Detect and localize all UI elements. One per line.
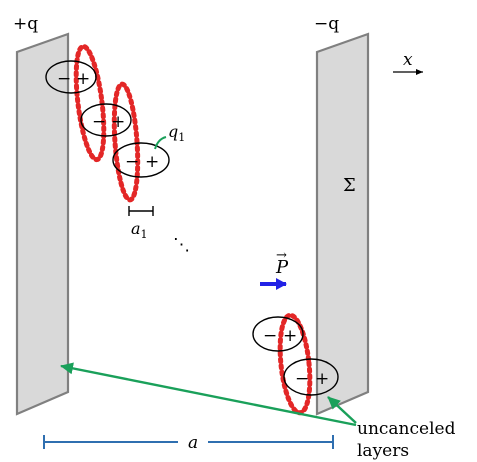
dotted-layer: [111, 81, 141, 203]
charge-pointer: [154, 136, 167, 150]
svg-text:+: +: [111, 112, 125, 132]
left-plate-charge-label: +q: [13, 14, 38, 34]
dipole: − +: [80, 103, 132, 137]
svg-text:−: −: [92, 112, 106, 132]
svg-text:−: −: [263, 326, 277, 346]
svg-text:+: +: [315, 369, 329, 389]
annotation-label-line2: layers: [357, 441, 409, 461]
distance-label: a: [188, 433, 198, 453]
dotted-layer: [73, 43, 107, 163]
right-plate-charge-label: −q: [314, 14, 339, 34]
left-plate: [15, 32, 70, 416]
spacing-label: a1: [131, 219, 148, 241]
polarization-label-arrow: →: [276, 248, 287, 263]
svg-text:+: +: [145, 152, 159, 172]
svg-text:−: −: [125, 152, 139, 172]
svg-text:+: +: [76, 69, 90, 89]
svg-text:−: −: [295, 369, 309, 389]
dipole: − +: [45, 60, 97, 94]
ellipsis: ⋱: [173, 235, 190, 255]
dipole: − +: [112, 142, 170, 178]
surface-label: Σ: [343, 175, 356, 196]
right-plate: [315, 32, 370, 416]
polarization-label: P: [275, 257, 289, 278]
dipole: − +: [283, 358, 339, 396]
annotation-arrow-right: [327, 396, 357, 424]
spacing-bar: [128, 206, 154, 216]
dipole: − +: [252, 316, 304, 352]
svg-text:−: −: [57, 69, 71, 89]
svg-text:+: +: [283, 326, 297, 346]
annotation-arrow-left: [60, 362, 357, 427]
distance-bar: [43, 435, 334, 449]
dotted-layers-left: [73, 43, 141, 203]
x-axis-label: x: [403, 50, 413, 70]
annotation-label-line1: uncanceled: [357, 419, 456, 439]
charge-label: q1: [168, 122, 185, 144]
